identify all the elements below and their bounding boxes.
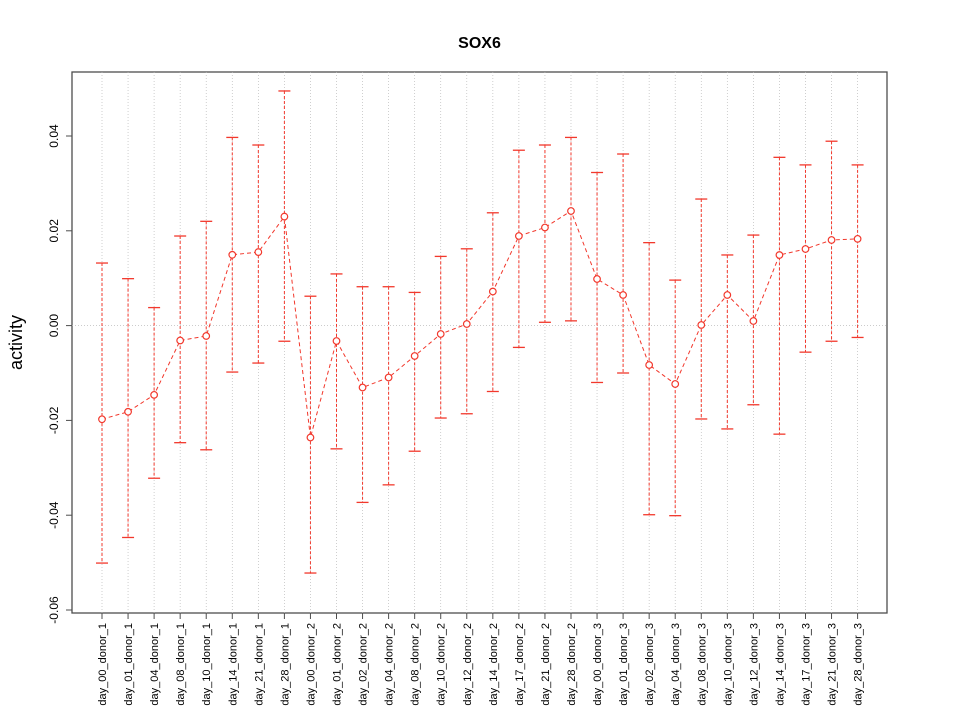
svg-text:day_28_donor_2: day_28_donor_2 bbox=[566, 623, 578, 706]
svg-text:day_14_donor_3: day_14_donor_3 bbox=[774, 623, 786, 706]
svg-text:day_00_donor_1: day_00_donor_1 bbox=[97, 623, 109, 706]
svg-text:day_21_donor_3: day_21_donor_3 bbox=[827, 623, 839, 706]
svg-text:day_04_donor_3: day_04_donor_3 bbox=[670, 623, 682, 706]
svg-text:activity: activity bbox=[6, 315, 26, 370]
svg-text:day_04_donor_1: day_04_donor_1 bbox=[149, 623, 161, 706]
svg-text:day_02_donor_2: day_02_donor_2 bbox=[358, 623, 370, 706]
svg-text:day_04_donor_2: day_04_donor_2 bbox=[384, 623, 396, 706]
svg-text:day_02_donor_3: day_02_donor_3 bbox=[644, 623, 656, 706]
svg-text:SOX6: SOX6 bbox=[458, 35, 501, 52]
svg-text:day_10_donor_2: day_10_donor_2 bbox=[436, 623, 448, 706]
svg-text:-0.04: -0.04 bbox=[47, 501, 61, 529]
svg-text:0.02: 0.02 bbox=[47, 219, 61, 243]
svg-text:day_01_donor_1: day_01_donor_1 bbox=[123, 623, 135, 706]
svg-text:day_08_donor_3: day_08_donor_3 bbox=[696, 623, 708, 706]
svg-text:day_12_donor_3: day_12_donor_3 bbox=[748, 623, 760, 706]
svg-text:day_21_donor_2: day_21_donor_2 bbox=[540, 623, 552, 706]
svg-text:day_01_donor_3: day_01_donor_3 bbox=[618, 623, 630, 706]
svg-text:0.00: 0.00 bbox=[47, 314, 61, 338]
svg-text:day_00_donor_3: day_00_donor_3 bbox=[592, 623, 604, 706]
svg-text:day_28_donor_1: day_28_donor_1 bbox=[279, 623, 291, 706]
svg-text:0.04: 0.04 bbox=[47, 124, 61, 148]
svg-text:day_12_donor_2: day_12_donor_2 bbox=[462, 623, 474, 706]
svg-text:day_08_donor_2: day_08_donor_2 bbox=[410, 623, 422, 706]
svg-text:day_14_donor_2: day_14_donor_2 bbox=[488, 623, 500, 706]
svg-text:day_17_donor_2: day_17_donor_2 bbox=[514, 623, 526, 706]
svg-text:day_01_donor_2: day_01_donor_2 bbox=[332, 623, 344, 706]
svg-text:day_08_donor_1: day_08_donor_1 bbox=[175, 623, 187, 706]
svg-text:day_00_donor_2: day_00_donor_2 bbox=[305, 623, 317, 706]
svg-text:-0.06: -0.06 bbox=[47, 596, 61, 624]
svg-text:day_14_donor_1: day_14_donor_1 bbox=[227, 623, 239, 706]
svg-text:day_21_donor_1: day_21_donor_1 bbox=[253, 623, 265, 706]
svg-text:day_17_donor_3: day_17_donor_3 bbox=[800, 623, 812, 706]
svg-text:day_10_donor_3: day_10_donor_3 bbox=[722, 623, 734, 706]
svg-text:day_28_donor_3: day_28_donor_3 bbox=[853, 623, 865, 706]
svg-text:-0.02: -0.02 bbox=[47, 406, 61, 434]
svg-text:day_10_donor_1: day_10_donor_1 bbox=[201, 623, 213, 706]
